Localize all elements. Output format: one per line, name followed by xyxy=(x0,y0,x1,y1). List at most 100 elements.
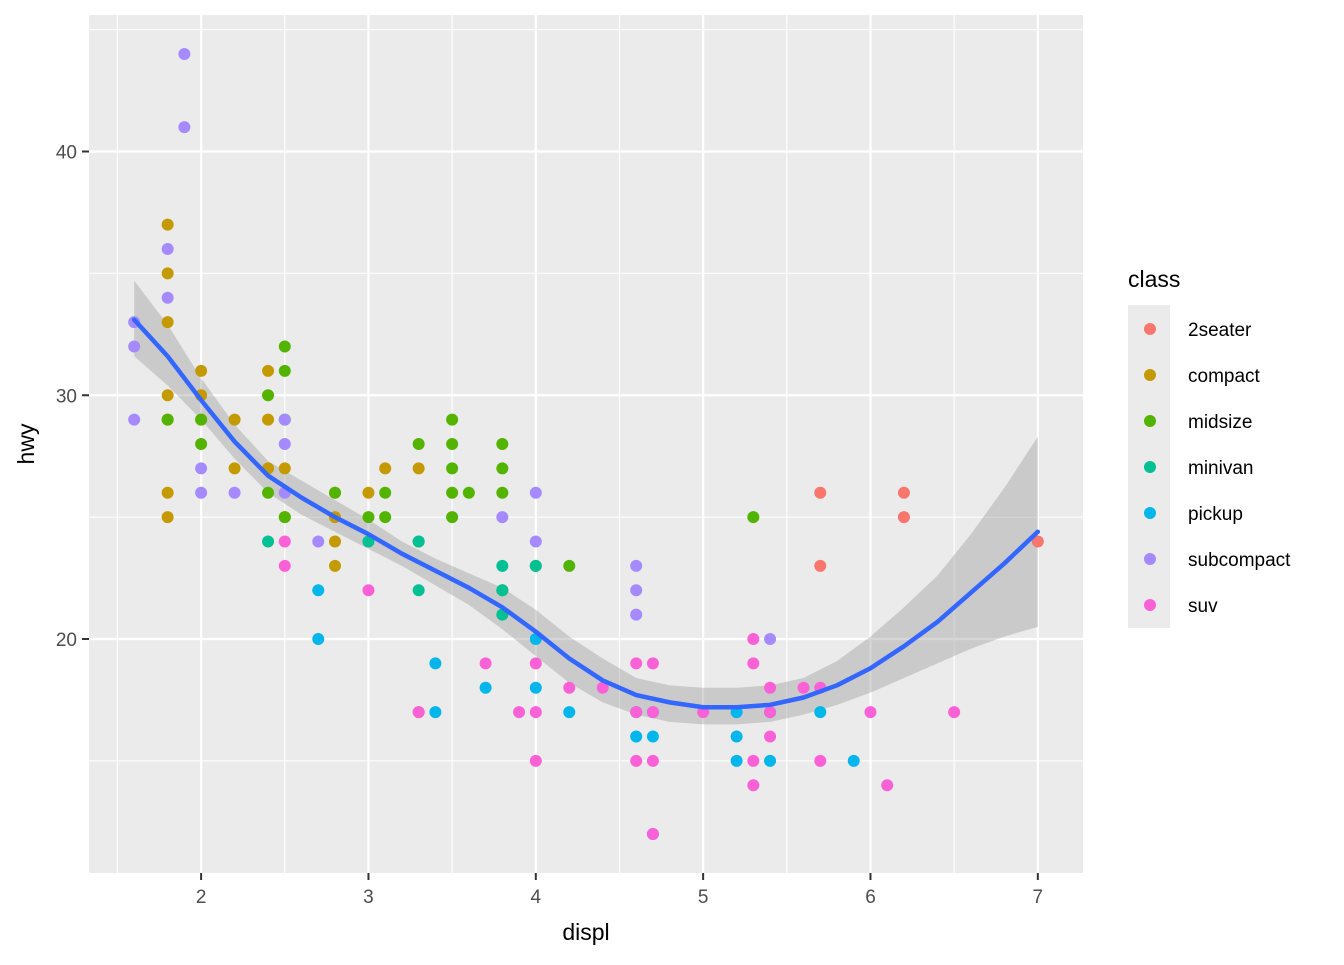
x-tick-label: 5 xyxy=(698,887,709,908)
data-point-compact xyxy=(362,486,375,499)
data-point-compact xyxy=(161,389,174,402)
data-point-subcompact xyxy=(529,486,542,499)
data-point-midsize xyxy=(496,438,509,450)
data-point-midsize xyxy=(262,486,275,499)
legend-label-minivan: minivan xyxy=(1188,458,1253,479)
data-point-pickup xyxy=(429,706,442,719)
data-point-compact xyxy=(161,316,174,329)
legend: class 2seater compact midsize minivan pickup… xyxy=(1128,266,1291,628)
confidence-band-area xyxy=(134,280,1038,725)
data-point-midsize xyxy=(747,511,760,524)
data-point-midsize xyxy=(446,438,459,450)
data-point-minivan xyxy=(412,584,425,597)
data-point-suv xyxy=(864,706,877,719)
legend-label-2seater: 2seater xyxy=(1188,320,1252,341)
x-axis-title: displ xyxy=(562,919,609,945)
y-tick-label: 20 xyxy=(56,630,77,651)
x-tick-label: 7 xyxy=(1033,887,1044,908)
x-axis: 2 3 4 5 6 7 xyxy=(196,873,1043,908)
data-point-minivan xyxy=(496,559,509,572)
data-point-pickup xyxy=(730,730,743,743)
data-point-compact xyxy=(161,267,174,280)
y-tick-label: 30 xyxy=(56,386,77,407)
legend-key-midsize xyxy=(1144,415,1156,427)
x-tick-label: 6 xyxy=(865,887,876,908)
data-point-midsize xyxy=(412,438,425,450)
data-point-subcompact xyxy=(496,511,509,524)
legend-label-subcompact: subcompact xyxy=(1188,550,1291,571)
data-point-suv xyxy=(881,779,894,792)
data-point-minivan xyxy=(496,584,509,597)
data-point-suv xyxy=(948,706,961,719)
data-point-suv xyxy=(646,754,659,767)
data-point-compact xyxy=(379,462,392,475)
data-point-compact xyxy=(228,462,241,475)
data-points xyxy=(128,48,1044,840)
data-point-compact xyxy=(195,364,208,377)
data-point-pickup xyxy=(312,584,325,597)
loess-smooth-line xyxy=(131,317,1041,710)
data-point-midsize xyxy=(328,486,341,499)
data-point-suv xyxy=(630,706,643,719)
data-point-compact xyxy=(228,413,241,426)
data-point-subcompact xyxy=(195,462,208,475)
data-point-subcompact xyxy=(630,608,643,621)
data-point-suv xyxy=(747,657,760,670)
data-point-midsize xyxy=(278,511,291,524)
data-point-subcompact xyxy=(278,413,291,426)
data-point-2seater xyxy=(897,486,910,499)
data-point-suv xyxy=(529,657,542,670)
data-point-subcompact xyxy=(178,48,191,60)
legend-key-suv xyxy=(1144,599,1156,611)
data-point-suv xyxy=(630,657,643,670)
data-point-minivan xyxy=(529,559,542,572)
data-point-pickup xyxy=(730,754,743,767)
data-point-midsize xyxy=(278,364,291,377)
data-point-suv xyxy=(646,657,659,670)
data-point-minivan xyxy=(262,535,275,548)
legend-title: class xyxy=(1128,266,1180,292)
data-point-subcompact xyxy=(178,121,191,134)
data-point-suv xyxy=(479,657,492,670)
y-tick-label: 40 xyxy=(56,143,77,164)
confidence-band xyxy=(134,280,1038,725)
data-point-midsize xyxy=(496,462,509,475)
data-point-pickup xyxy=(529,681,542,694)
data-point-suv xyxy=(764,730,777,743)
data-point-suv xyxy=(630,754,643,767)
data-point-suv xyxy=(747,633,760,645)
data-point-pickup xyxy=(429,657,442,670)
data-point-subcompact xyxy=(630,559,643,572)
data-point-suv xyxy=(646,828,659,840)
data-point-midsize xyxy=(379,511,392,524)
data-point-suv xyxy=(529,754,542,767)
data-point-subcompact xyxy=(161,291,174,304)
data-point-pickup xyxy=(646,730,659,743)
data-point-midsize xyxy=(446,462,459,475)
data-point-midsize xyxy=(496,486,509,499)
data-point-subcompact xyxy=(228,486,241,499)
data-point-compact xyxy=(161,511,174,524)
data-point-minivan xyxy=(412,535,425,548)
data-point-pickup xyxy=(630,730,643,743)
data-point-pickup xyxy=(847,754,860,767)
legend-key-pickup xyxy=(1144,507,1156,519)
data-point-pickup xyxy=(479,681,492,694)
data-point-midsize xyxy=(161,413,174,426)
legend-label-compact: compact xyxy=(1188,366,1261,387)
legend-key-subcompact xyxy=(1144,553,1156,565)
data-point-suv xyxy=(529,706,542,719)
plot-panel xyxy=(89,15,1083,873)
data-point-midsize xyxy=(262,389,275,402)
data-point-suv xyxy=(278,535,291,548)
data-point-subcompact xyxy=(312,535,325,548)
data-point-midsize xyxy=(446,413,459,426)
data-point-suv xyxy=(563,681,576,694)
data-point-suv xyxy=(747,779,760,792)
data-point-compact xyxy=(161,486,174,499)
data-point-subcompact xyxy=(161,243,174,255)
data-point-subcompact xyxy=(529,535,542,548)
data-point-suv xyxy=(646,706,659,719)
legend-label-pickup: pickup xyxy=(1188,504,1243,525)
data-point-suv xyxy=(797,681,810,694)
